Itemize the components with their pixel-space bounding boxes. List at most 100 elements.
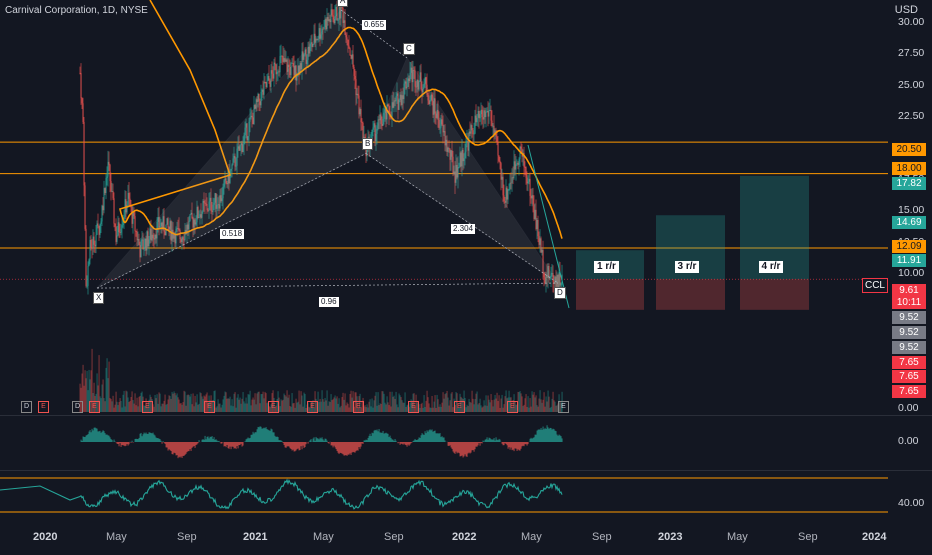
volume-bar <box>194 406 195 412</box>
macd-bar <box>282 441 283 442</box>
macd-bar <box>509 442 510 447</box>
volume-bar <box>162 404 163 412</box>
price-tag: 7.65 <box>892 356 926 369</box>
macd-bar <box>511 442 512 448</box>
macd-bar <box>538 430 539 442</box>
macd-bar <box>461 442 462 456</box>
macd-bar <box>403 442 404 445</box>
volume-bar <box>552 399 553 412</box>
volume-bar <box>430 407 431 412</box>
macd-bar <box>415 439 416 442</box>
volume-bar <box>220 404 221 412</box>
candle-body <box>124 217 125 219</box>
volume-bar <box>229 399 230 412</box>
macd-bar <box>396 441 397 442</box>
candle-body <box>108 162 109 177</box>
volume-bar <box>368 407 369 412</box>
volume-bar <box>390 392 391 412</box>
macd-bar <box>475 442 476 449</box>
macd-bar <box>261 427 262 442</box>
volume-bar <box>520 391 521 412</box>
volume-bar <box>264 398 265 412</box>
volume-bar <box>235 392 236 412</box>
volume-bar <box>160 394 161 412</box>
macd-bar <box>335 442 336 447</box>
earnings-event-marker: E <box>142 401 153 413</box>
volume-bar <box>334 397 335 412</box>
volume-bar <box>400 395 401 412</box>
risk-reward-label: 3 r/r <box>675 261 700 273</box>
macd-bar <box>286 442 287 448</box>
volume-bar <box>420 408 421 412</box>
macd-bar <box>243 442 244 446</box>
macd-bar <box>517 442 518 451</box>
price-tag: 9.52 <box>892 311 926 324</box>
volume-bar <box>383 391 384 412</box>
volume-bar <box>202 396 203 412</box>
symbol-badge[interactable]: CCL <box>862 278 888 293</box>
macd-bar <box>188 442 189 451</box>
earnings-event-marker: D <box>72 401 83 413</box>
candle-body <box>331 9 332 22</box>
candle-body <box>283 56 284 62</box>
volume-bar <box>331 394 332 412</box>
macd-bar <box>464 442 465 456</box>
macd-bar <box>339 442 340 454</box>
macd-bar <box>559 435 560 442</box>
macd-bar <box>237 442 238 446</box>
macd-bar <box>302 442 303 449</box>
macd-bar <box>347 442 348 456</box>
macd-bar <box>448 442 449 446</box>
volume-bar <box>282 401 283 412</box>
macd-bar <box>252 435 253 442</box>
macd-bar <box>549 429 550 442</box>
pattern-ratio-label: 0.518 <box>220 229 244 239</box>
volume-bar <box>325 398 326 412</box>
volume-bar <box>87 371 88 412</box>
volume-bar <box>164 401 165 412</box>
candle-body <box>95 245 96 247</box>
macd-bar <box>99 431 100 442</box>
volume-bar <box>192 404 193 412</box>
volume-bar <box>302 395 303 412</box>
candle-body <box>118 222 119 235</box>
volume-bar <box>242 399 243 412</box>
price-tag: 18.00 <box>892 162 926 175</box>
macd-bar <box>485 440 486 442</box>
macd-bar <box>262 429 263 442</box>
volume-bar <box>440 404 441 412</box>
candle-body <box>480 114 481 118</box>
volume-bar <box>288 398 289 412</box>
volume-bar <box>234 394 235 412</box>
candle-body <box>501 163 502 180</box>
macd-bar <box>92 429 93 442</box>
volume-bar <box>433 408 434 412</box>
candle-body <box>512 177 513 183</box>
macd-bar <box>443 437 444 442</box>
candle-body <box>114 198 115 223</box>
macd-bar <box>310 440 311 442</box>
macd-bar <box>121 442 122 447</box>
x-tick-label: May <box>106 531 127 543</box>
macd-bar <box>248 438 249 442</box>
volume-bar <box>200 392 201 412</box>
macd-bar <box>124 442 125 446</box>
macd-bar <box>486 439 487 442</box>
candle-body <box>527 178 528 184</box>
candle-body <box>348 40 349 46</box>
volume-bar <box>323 399 324 412</box>
macd-bar <box>470 442 471 453</box>
candle-body <box>111 181 112 191</box>
macd-bar <box>299 442 300 450</box>
macd-bar <box>414 440 415 442</box>
candle-body <box>329 19 330 21</box>
macd-bar <box>139 438 140 442</box>
volume-bar <box>369 402 370 412</box>
candle-body <box>106 178 107 193</box>
candle-body <box>504 195 505 201</box>
macd-bar <box>234 442 235 449</box>
volume-bar <box>114 408 115 412</box>
volume-bar <box>488 395 489 412</box>
volume-bar <box>395 399 396 412</box>
volume-bar <box>526 394 527 412</box>
